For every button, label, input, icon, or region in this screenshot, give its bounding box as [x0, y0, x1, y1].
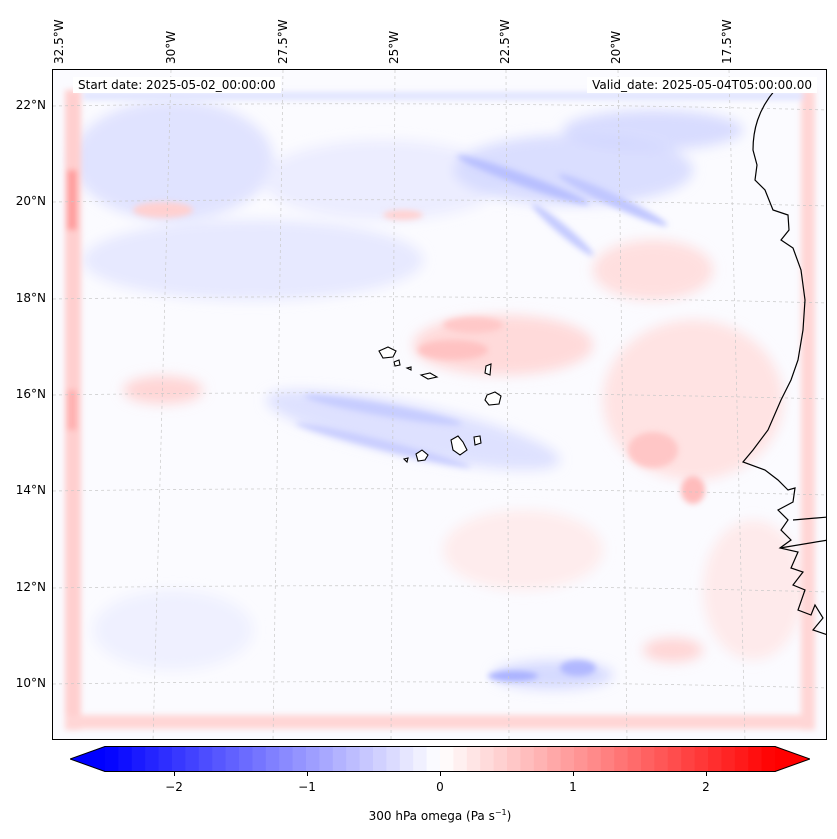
colorbar-segment: [399, 746, 414, 772]
colorbar-segment: [574, 746, 588, 772]
colorbar-segment: [453, 746, 468, 772]
colorbar-segment: [212, 746, 227, 772]
lat-label-20n: 20°N: [15, 194, 46, 208]
colorbar-segment: [185, 746, 200, 772]
boundary-artifact-band: [65, 90, 815, 730]
colorbar-tickmark: [307, 772, 308, 776]
colorbar-segment: [279, 746, 294, 772]
colorbar-tick-label: −1: [298, 780, 316, 794]
colorbar-segment: [265, 746, 280, 772]
lat-label-10n: 10°N: [15, 676, 46, 690]
lon-label-22-5w: 22.5°W: [498, 19, 512, 64]
colorbar-segment: [734, 746, 749, 772]
colorbar-segment: [346, 746, 361, 772]
lon-label-20w: 20°W: [609, 30, 623, 64]
colorbar-tick-label: 1: [569, 780, 577, 794]
colorbar-segment: [239, 746, 253, 772]
colorbar-segment: [105, 746, 119, 772]
colorbar-segment: [761, 746, 776, 772]
lat-label-12n: 12°N: [15, 580, 46, 594]
lon-label-25w: 25°W: [387, 30, 401, 64]
colorbar-segment: [587, 746, 602, 772]
colorbar: [68, 746, 812, 772]
colorbar-segment: [614, 746, 629, 772]
lon-label-27-5w: 27.5°W: [276, 19, 290, 64]
colorbar-extend-max: [775, 746, 810, 772]
start-date-label: Start date: 2025-05-02_00:00:00: [73, 77, 281, 93]
colorbar-segment: [359, 746, 374, 772]
colorbar-tickmark: [174, 772, 175, 776]
positive-omega-patches: [133, 202, 705, 504]
lat-label-14n: 14°N: [15, 483, 46, 497]
lat-label-16n: 16°N: [15, 387, 46, 401]
colorbar-segment: [225, 746, 240, 772]
lon-label-32-5w: 32.5°W: [52, 19, 66, 64]
colorbar-segment: [507, 746, 521, 772]
colorbar-segment: [172, 746, 186, 772]
colorbar-segment: [118, 746, 133, 772]
omega-field-map: [53, 70, 826, 739]
colorbar-segment: [413, 746, 428, 772]
colorbar-segment: [600, 746, 615, 772]
colorbar-segment: [332, 746, 347, 772]
colorbar-segment: [520, 746, 535, 772]
colorbar-segment: [641, 746, 655, 772]
colorbar-segment: [708, 746, 722, 772]
lat-label-18n: 18°N: [15, 291, 46, 305]
colorbar-tickmark: [706, 772, 707, 776]
map-panel[interactable]: [52, 69, 827, 740]
graticule: [53, 70, 826, 739]
colorbar-segment: [373, 746, 387, 772]
colorbar-segment: [466, 746, 481, 772]
colorbar-segment: [654, 746, 669, 772]
colorbar-segment: [547, 746, 562, 772]
colorbar-segment: [386, 746, 401, 772]
colorbar-segment: [560, 746, 575, 772]
colorbar-tick-label: 0: [436, 780, 444, 794]
colorbar-segment: [198, 746, 213, 772]
colorbar-segment: [480, 746, 495, 772]
colorbar-label: 300 hPa omega (Pa s−1): [368, 808, 512, 823]
colorbar-tickmark: [440, 772, 441, 776]
coastline: [741, 89, 826, 635]
lon-label-30w: 30°W: [164, 30, 178, 64]
colorbar-segment: [533, 746, 548, 772]
colorbar-segment: [627, 746, 642, 772]
colorbar-segment: [319, 746, 334, 772]
colorbar-segment: [748, 746, 763, 772]
colorbar-segment: [306, 746, 320, 772]
colorbar-segment: [721, 746, 736, 772]
colorbar-segment: [667, 746, 682, 772]
colorbar-tickmark: [573, 772, 574, 776]
colorbar-segment: [158, 746, 173, 772]
colorbar-extend-min: [70, 746, 105, 772]
islands: [378, 346, 502, 464]
colorbar-segment: [131, 746, 146, 772]
colorbar-tick-label: −2: [165, 780, 183, 794]
lat-label-22n: 22°N: [15, 98, 46, 112]
lon-label-17-5w: 17.5°W: [720, 19, 734, 64]
colorbar-segment: [426, 746, 441, 772]
colorbar-segment: [292, 746, 307, 772]
colorbar-segment: [493, 746, 508, 772]
colorbar-segment: [252, 746, 267, 772]
colorbar-segment: [694, 746, 709, 772]
valid-date-label: Valid_date: 2025-05-04T05:00:00.00: [587, 77, 817, 93]
colorbar-segment: [440, 746, 454, 772]
colorbar-segment: [145, 746, 160, 772]
colorbar-tick-label: 2: [702, 780, 710, 794]
colorbar-segment: [681, 746, 696, 772]
negative-omega-region: [73, 100, 743, 689]
colorbar-gradient: [68, 746, 812, 772]
